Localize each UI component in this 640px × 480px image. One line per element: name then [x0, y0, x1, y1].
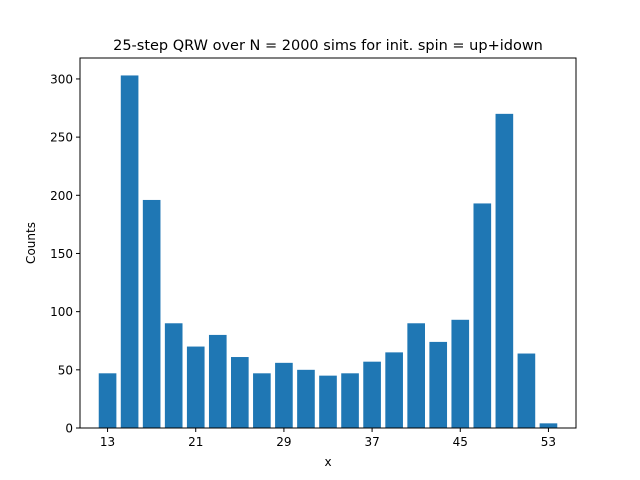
x-tick-label: 29	[276, 435, 291, 449]
bar-x-33	[319, 375, 337, 428]
y-ticks-group: 0 50 100 150 200 250 300	[50, 72, 80, 436]
bar-x-43	[429, 341, 448, 428]
y-tick-label: 50	[58, 363, 73, 377]
x-axis-label: x	[324, 455, 331, 469]
y-tick-label: 200	[50, 189, 73, 203]
bar-x-53	[539, 423, 558, 428]
bar-x-17	[142, 199, 161, 428]
bar-x-15	[120, 75, 139, 428]
bar-x-19	[164, 323, 183, 428]
bar-x-27	[253, 373, 271, 428]
plot-frame	[79, 57, 577, 429]
y-tick-label: 250	[50, 131, 73, 145]
chart-title: 25-step QRW over N = 2000 sims for init.…	[113, 38, 543, 54]
y-tick-label: 150	[50, 247, 73, 261]
bar-x-49	[495, 113, 514, 428]
x-tick-label: 13	[100, 435, 115, 449]
y-tick-label: 300	[50, 72, 73, 86]
x-tick-label: 53	[541, 435, 556, 449]
x-tick-label: 37	[364, 435, 379, 449]
bar-x-45	[451, 319, 470, 428]
x-tick-label: 45	[453, 435, 468, 449]
bar-x-23	[208, 334, 227, 428]
y-tick-label: 100	[50, 305, 73, 319]
bar-x-31	[297, 369, 315, 428]
bar-x-21	[186, 346, 205, 428]
y-axis-label: Counts	[24, 222, 38, 264]
bar-x-37	[363, 361, 381, 428]
bar-x-35	[341, 373, 359, 428]
x-ticks-group: 13 21 29 37 45 53	[100, 428, 556, 449]
bar-x-39	[385, 352, 403, 428]
bar-x-51	[517, 353, 536, 428]
bar-x-47	[473, 203, 492, 428]
bar-x-29	[275, 362, 293, 428]
y-tick-label: 0	[65, 422, 73, 436]
bar-x-41	[407, 323, 425, 428]
bar-x-25	[231, 357, 249, 428]
bar-x-13	[98, 373, 117, 428]
x-tick-label: 21	[188, 435, 203, 449]
bars-group	[98, 75, 558, 428]
